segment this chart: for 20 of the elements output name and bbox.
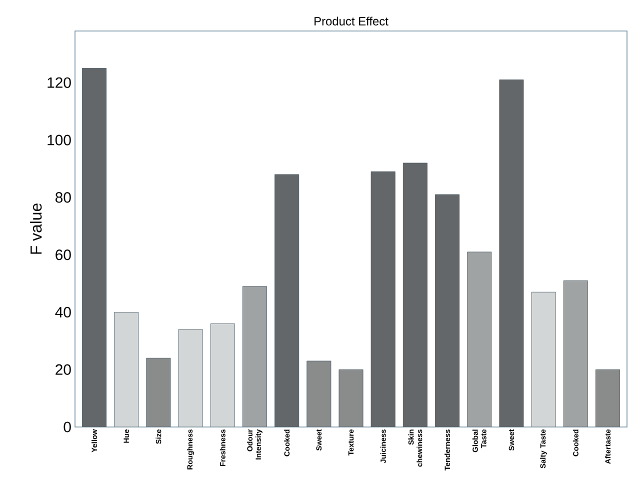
bar [563,280,588,427]
y-tick-label: 120 [48,77,71,88]
bar [242,286,267,427]
bar [114,312,139,427]
y-tick-label: 0 [64,422,71,432]
y-tick-label: 60 [56,250,71,260]
y-tick-label: 100 [48,134,71,146]
bar [499,80,524,427]
bar [467,252,492,427]
bar [82,68,106,427]
y-tick-label: 40 [55,306,71,318]
bar [178,329,203,427]
bar [338,369,364,427]
bar [210,323,235,427]
y-axis-title: F value [30,204,42,254]
y-tick-label: 80 [56,192,71,203]
bar [435,194,460,427]
chart-title: Product Effect [314,16,388,26]
bar [596,369,620,427]
y-tick-label: 20 [56,364,71,375]
